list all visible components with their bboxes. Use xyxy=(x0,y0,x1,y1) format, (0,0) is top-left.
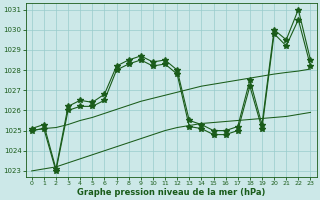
X-axis label: Graphe pression niveau de la mer (hPa): Graphe pression niveau de la mer (hPa) xyxy=(77,188,265,197)
